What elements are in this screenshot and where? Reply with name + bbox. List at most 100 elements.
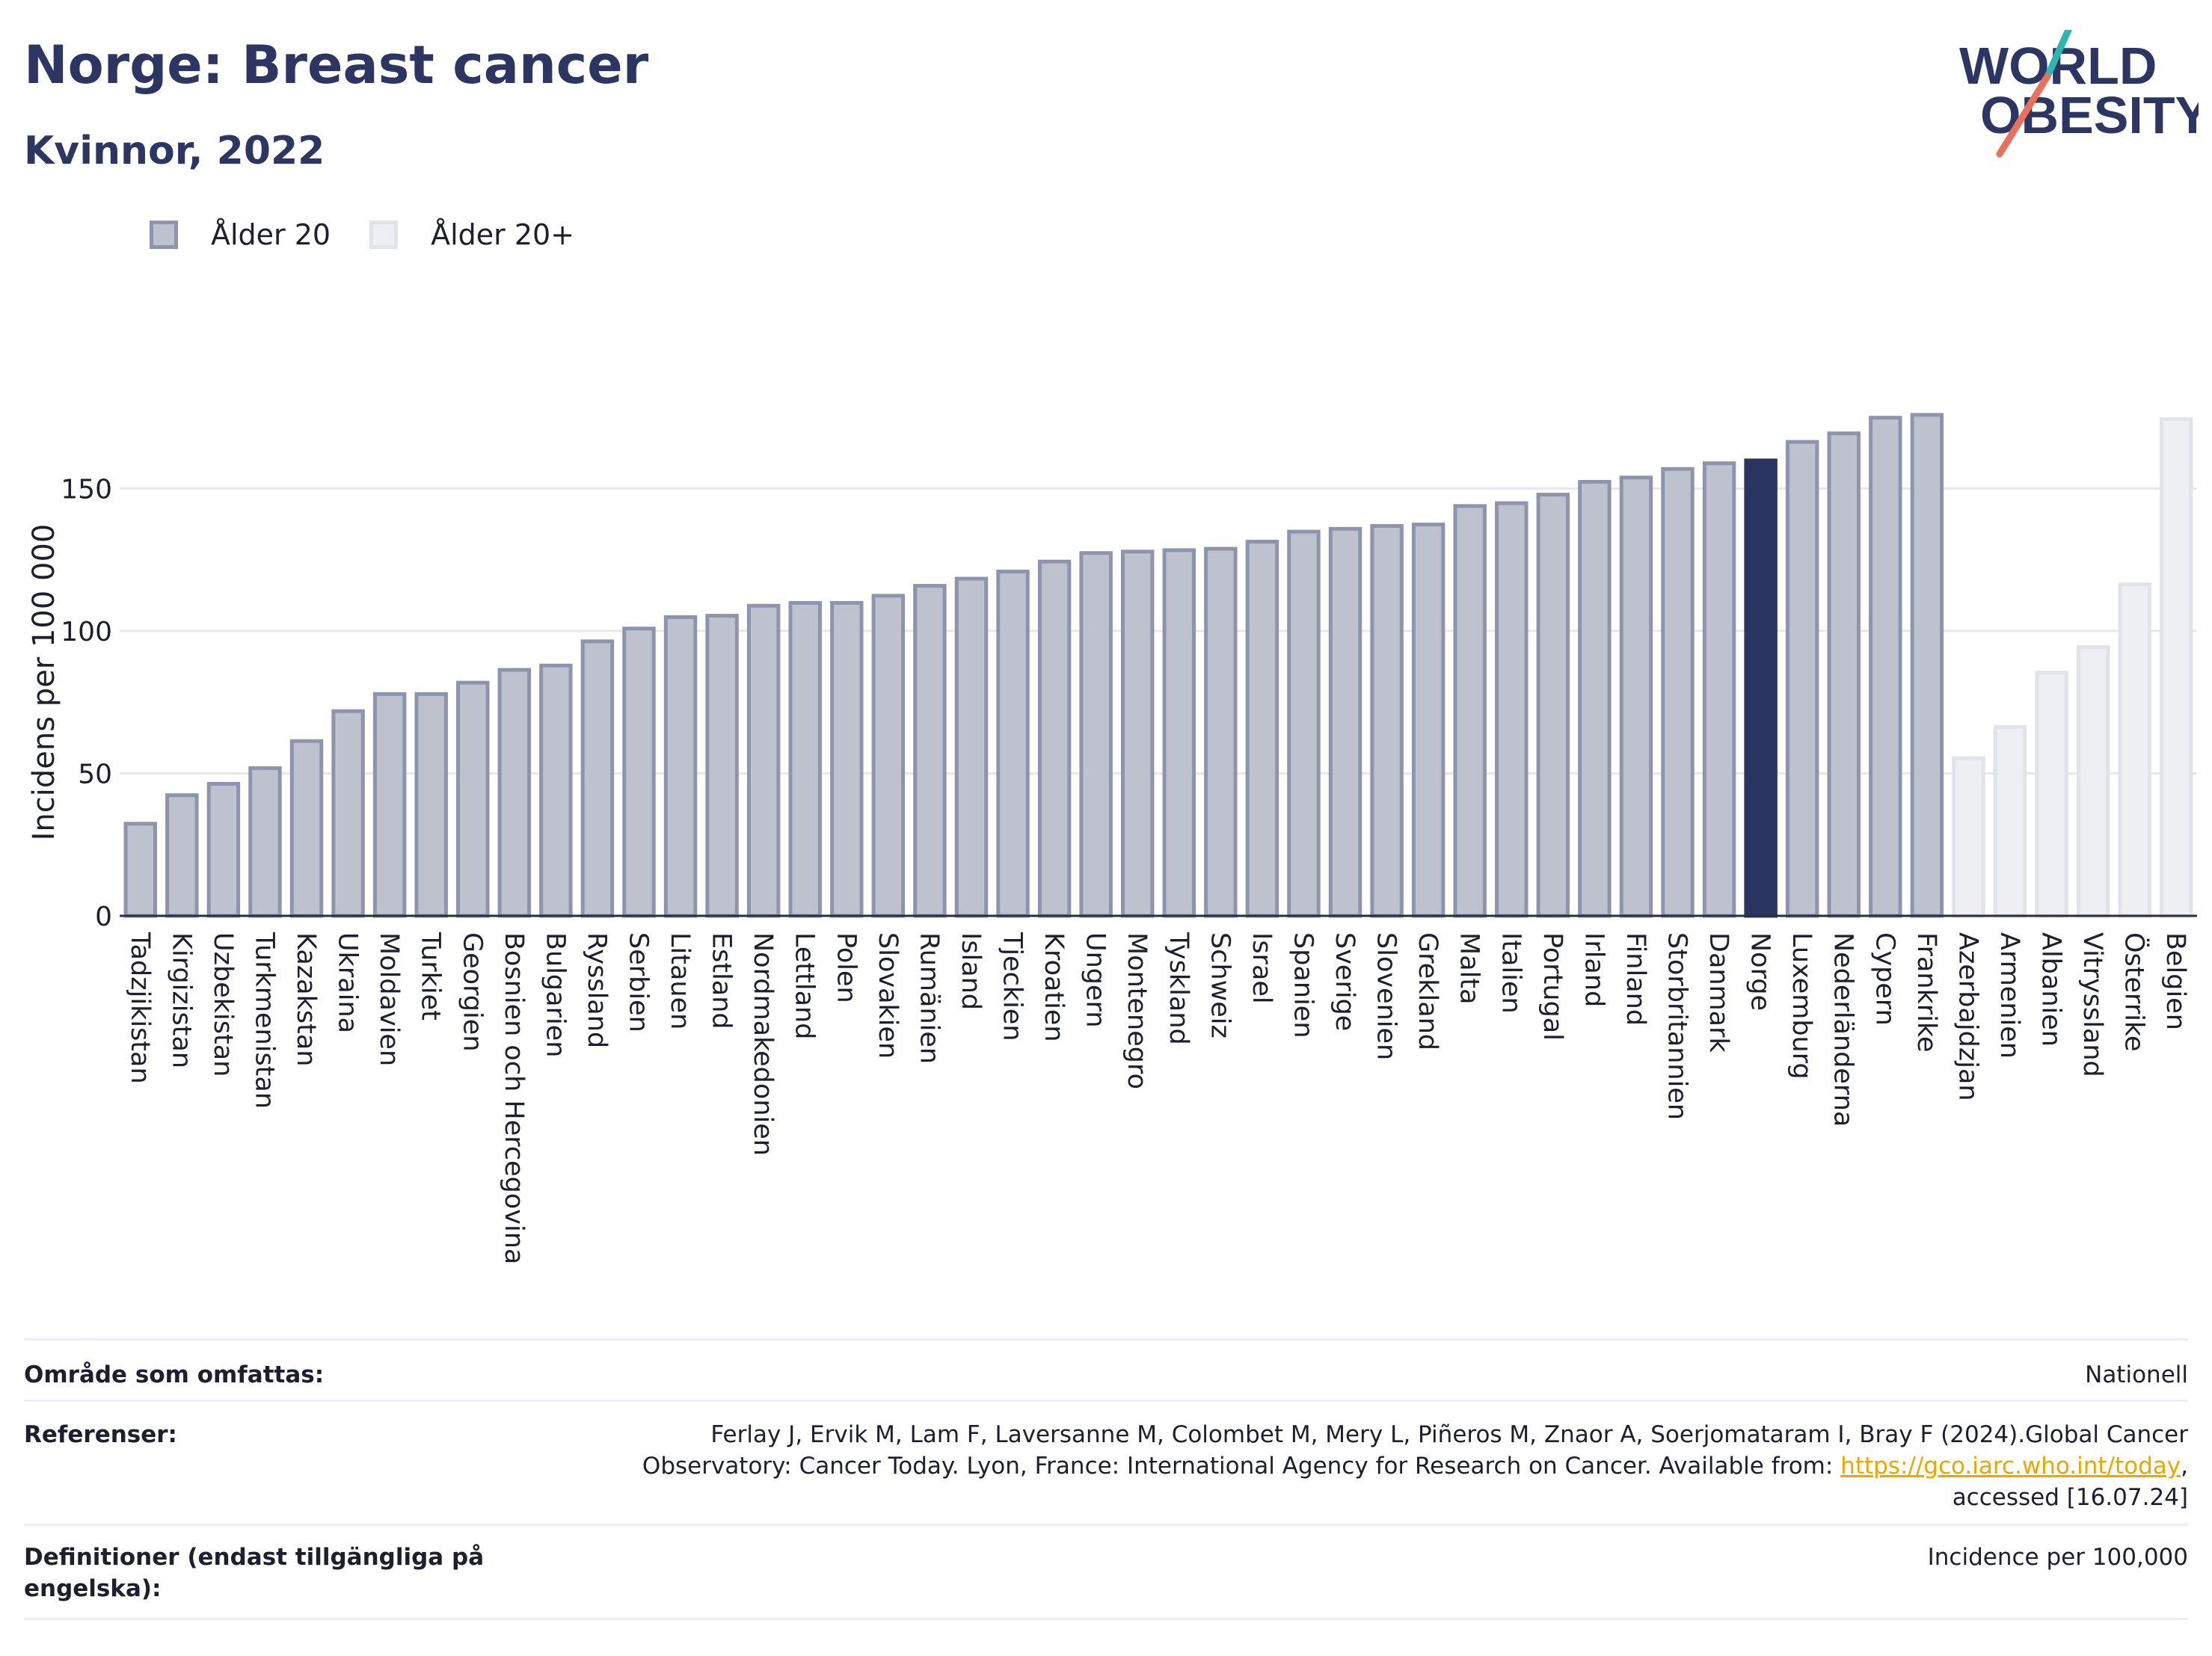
x-tick-label: Irland <box>1579 932 1609 1007</box>
bar-armenien <box>1993 724 2027 918</box>
x-tick-label: Österrike <box>2119 932 2151 1051</box>
bar-chart: 0 50 100 150 Tadzjikistan Kirgizistan Uzbekis… <box>27 413 2197 1264</box>
bars <box>123 413 2193 918</box>
bar-frankrike <box>1910 413 1944 918</box>
x-tick-label: Tyskland <box>1164 932 1193 1045</box>
bar-lettland <box>788 600 822 918</box>
bar-nederländerna <box>1827 431 1861 918</box>
x-tick-label: Spanien <box>1288 932 1318 1038</box>
x-tick-label: Tjeckien <box>998 932 1027 1041</box>
references-line1: Ferlay J, Ervik M, Lam F, Laversanne M, … <box>710 1421 2188 1448</box>
logo-text-line2: OBESITY <box>1980 86 2199 144</box>
x-tick-label: Moldavien <box>374 932 404 1066</box>
definitions-row: Definitioner (endast tillgängliga på eng… <box>24 1537 2188 1612</box>
coverage-value: Nationell <box>2085 1361 2188 1388</box>
bar-portugal <box>1536 493 1570 918</box>
bar-island <box>954 576 989 918</box>
y-axis-label: Incidens per 100 000 <box>27 524 61 841</box>
bar-turkmenistan <box>248 766 282 918</box>
world-obesity-logo: WORLD OBESITY <box>1959 30 2199 158</box>
x-tick-label: Turkmenistan <box>249 932 279 1109</box>
x-tick-label: Albanien <box>2036 932 2066 1047</box>
bar-montenegro <box>1120 550 1155 918</box>
x-tick-label: Tadzjikistan <box>125 932 155 1084</box>
x-tick-label: Vitryssland <box>2077 932 2107 1077</box>
references-line3: accessed [16.07.24] <box>1952 1484 2188 1511</box>
x-tick-label: Slovenien <box>1371 932 1401 1060</box>
bar-kirgizistan <box>165 793 199 918</box>
bar-storbritannien <box>1661 467 1695 918</box>
bar-belgien <box>2159 417 2193 918</box>
bar-estland <box>705 614 739 918</box>
bar-ukraina <box>331 709 365 918</box>
bar-luxemburg <box>1785 440 1819 918</box>
x-tick-label: Nordmakedonien <box>748 932 778 1156</box>
x-tick-label: Sverige <box>1330 932 1360 1031</box>
bar-turkiet <box>414 692 448 918</box>
x-tick-label: Italien <box>1496 932 1526 1014</box>
bar-slovakien <box>871 594 906 918</box>
bar-cypern <box>1869 416 1902 918</box>
bar-norge <box>1744 458 1778 918</box>
x-tick-label: Malta <box>1454 932 1484 1005</box>
bar-tadzjikistan <box>123 822 158 918</box>
references-value: Ferlay J, Ervik M, Lam F, Laversanne M, … <box>642 1419 2188 1513</box>
definitions-value: Incidence per 100,000 <box>1927 1544 2188 1571</box>
x-tick-label: Estland <box>707 932 737 1029</box>
bar-albanien <box>2035 671 2068 918</box>
x-tick-label: Grekland <box>1413 932 1443 1050</box>
references-line2: Observatory: Cancer Today. Lyon, France:… <box>642 1450 2188 1482</box>
x-tick-label: Polen <box>831 932 861 1003</box>
references-line2-comma: , <box>2181 1453 2188 1480</box>
bar-sverige <box>1328 526 1362 918</box>
references-label: Referenser: <box>24 1421 177 1448</box>
bar-rumänien <box>913 584 947 918</box>
bar-kazakstan <box>289 739 324 918</box>
x-tick-label: Turkiet <box>416 932 446 1021</box>
x-tick-label: Bosnien och Hercegovina <box>499 932 529 1264</box>
divider <box>24 1524 2188 1526</box>
y-tick-label: 100 <box>61 617 112 647</box>
legend-swatch-age20 <box>150 221 178 249</box>
bar-grekland <box>1411 523 1446 918</box>
x-tick-label: Norge <box>1745 932 1775 1011</box>
coverage-label: Område som omfattas: <box>24 1361 325 1388</box>
x-tick-label: Schweiz <box>1205 932 1235 1038</box>
coverage-row: Område som omfattas: Nationell <box>24 1353 2188 1398</box>
bar-polen <box>830 600 864 918</box>
x-tick-label: Lettland <box>790 932 820 1039</box>
y-axis-ticks: 0 50 100 150 <box>61 474 112 932</box>
legend-item-age20[interactable]: Ålder 20 <box>150 218 331 251</box>
chart-title: Norge: Breast cancer <box>24 34 649 96</box>
x-tick-label: Azerbajdzjan <box>1953 932 1982 1101</box>
legend: Ålder 20 Ålder 20+ <box>150 218 613 251</box>
bar-kroatien <box>1037 559 1072 918</box>
bar-danmark <box>1702 461 1736 918</box>
references-line2-text: Observatory: Cancer Today. Lyon, France:… <box>642 1453 1841 1480</box>
x-tick-label: Danmark <box>1703 932 1733 1053</box>
logo-slash-teal <box>2044 30 2072 80</box>
logo-slash-coral <box>1996 73 2051 158</box>
legend-swatch-age20plus <box>369 221 399 249</box>
bar-israel <box>1245 539 1279 918</box>
x-axis-ticks: Tadzjikistan Kirgizistan Uzbekistan Turkmen… <box>125 932 2190 1264</box>
definitions-label: Definitioner (endast tillgängliga på eng… <box>24 1544 485 1602</box>
x-tick-label: Uzbekistan <box>208 932 238 1077</box>
divider <box>24 1618 2188 1620</box>
x-tick-label: Serbien <box>624 932 654 1032</box>
x-tick-label: Slovakien <box>873 932 903 1059</box>
x-tick-label: Israel <box>1247 932 1276 1004</box>
x-tick-label: Litauen <box>665 932 695 1029</box>
x-tick-label: Kazakstan <box>291 932 321 1066</box>
y-tick-label: 50 <box>78 759 112 789</box>
x-tick-label: Georgien <box>457 932 487 1052</box>
x-tick-label: Kroatien <box>1039 932 1069 1042</box>
references-link[interactable]: https://gco.iarc.who.int/today <box>1840 1453 2181 1480</box>
bar-slovenien <box>1370 524 1404 918</box>
x-tick-label: Finland <box>1620 932 1650 1026</box>
bar-uzbekistan <box>206 781 241 918</box>
bar-schweiz <box>1204 547 1238 918</box>
bar-moldavien <box>372 692 407 918</box>
x-tick-label: Nederländerna <box>1828 932 1858 1127</box>
legend-item-age20plus[interactable]: Ålder 20+ <box>369 218 574 251</box>
